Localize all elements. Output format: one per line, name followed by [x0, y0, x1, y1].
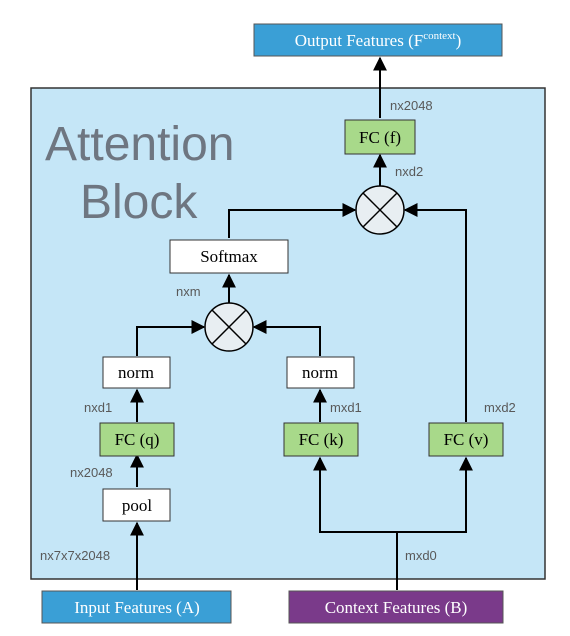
- fc-f-box: [344, 119, 416, 155]
- edge-context-to-fcv: [397, 456, 473, 533]
- dim-norm-q-input: nxd1: [84, 400, 112, 415]
- fc-q-label: FC (q): [115, 430, 160, 449]
- multiply-node-output: [355, 185, 405, 235]
- softmax-label: Softmax: [200, 247, 258, 266]
- norm-q-box: [102, 356, 171, 389]
- input-features-box: [41, 590, 232, 624]
- fc-v-box: [428, 422, 504, 457]
- softmax-box: [169, 239, 289, 274]
- dim-norm-k-input: mxd1: [330, 400, 362, 415]
- fc-f-label: FC (f): [359, 128, 401, 147]
- edge-normq-to-mult1: [136, 320, 206, 356]
- output-features-label: Output Features (Fcontext): [295, 30, 462, 50]
- fc-k-label: FC (k): [299, 430, 344, 449]
- pool-label: pool: [122, 496, 153, 515]
- fc-k-box: [283, 422, 359, 457]
- dim-fcv-output: mxd2: [484, 400, 516, 415]
- fc-q-box: [99, 422, 175, 457]
- edge-fcv-to-mult2: [403, 203, 467, 422]
- fc-v-label: FC (v): [444, 430, 489, 449]
- dim-context: mxd0: [405, 548, 437, 563]
- dim-softmax-input: nxm: [176, 284, 201, 299]
- norm-k-box: [286, 356, 355, 389]
- context-features-label: Context Features (B): [325, 598, 468, 617]
- context-features-box: [288, 590, 504, 624]
- pool-box: [102, 488, 171, 522]
- dim-pool-output: nx2048: [70, 465, 113, 480]
- edge-normk-to-mult1: [252, 320, 321, 356]
- block-title-line1: Attention: [45, 118, 234, 171]
- norm-k-label: norm: [302, 363, 338, 382]
- dim-fcf-output: nx2048: [390, 98, 433, 113]
- edge-context-split: [313, 456, 398, 590]
- output-features-box: [253, 23, 503, 57]
- multiply-node-attention: [204, 302, 254, 352]
- dim-fcf-input: nxd2: [395, 164, 423, 179]
- block-title-line2: Block: [80, 176, 198, 229]
- edge-softmax-to-mult2: [228, 203, 357, 238]
- norm-q-label: norm: [118, 363, 154, 382]
- dim-input: nx7x7x2048: [40, 548, 110, 563]
- input-features-label: Input Features (A): [74, 598, 200, 617]
